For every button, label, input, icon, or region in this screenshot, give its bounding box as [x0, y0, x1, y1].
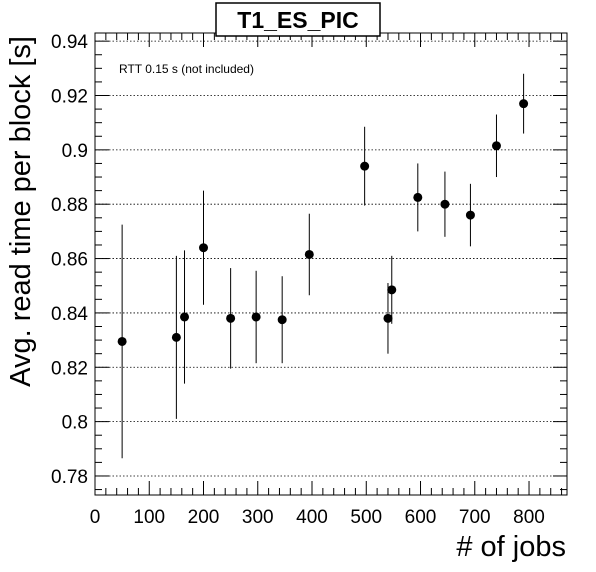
data-point — [277, 315, 287, 325]
y-tick-label: 0.86 — [51, 250, 88, 271]
y-tick-label: 0.82 — [51, 358, 88, 379]
data-point — [360, 161, 370, 171]
y-tick-label: 0.92 — [51, 87, 88, 108]
x-tick-label: 100 — [133, 507, 165, 528]
x-tick-label: 300 — [242, 507, 274, 528]
data-point — [304, 249, 314, 259]
y-axis-label: Avg. read time per block [s] — [5, 36, 37, 387]
grid-layer — [95, 40, 567, 477]
x-axis-label: # of jobs — [456, 531, 566, 563]
x-tick-label: 0 — [90, 507, 101, 528]
y-tick-label: 0.84 — [51, 304, 88, 325]
data-point — [180, 312, 190, 322]
data-point — [413, 192, 423, 202]
x-tick-label: 800 — [513, 507, 545, 528]
data-point — [383, 313, 393, 323]
data-point — [199, 243, 209, 253]
x-tick-label: 600 — [405, 507, 437, 528]
x-tick-label: 200 — [188, 507, 220, 528]
plot-frame — [94, 32, 568, 496]
y-tick-label: 0.8 — [62, 413, 88, 434]
data-point — [226, 313, 236, 323]
y-tick-label: 0.78 — [51, 467, 88, 488]
data-point — [251, 312, 261, 322]
data-layer — [117, 73, 529, 459]
data-point — [387, 285, 397, 295]
data-point — [171, 332, 181, 342]
data-point — [440, 199, 450, 209]
title-box — [215, 2, 381, 37]
annotation-text: RTT 0.15 s (not included) — [119, 62, 254, 76]
x-tick-label: 700 — [459, 507, 491, 528]
data-point — [519, 99, 529, 109]
chart-title: T1_ES_PIC — [237, 7, 358, 33]
data-point — [491, 141, 501, 151]
data-point — [465, 210, 475, 220]
x-tick-label: 500 — [350, 507, 382, 528]
y-tick-label: 0.94 — [51, 32, 88, 53]
tick-layer: 0.78 0.8 0.82 0.84 0.86 0.88 0.9 0.92 0.94 0 100 20… — [51, 32, 567, 528]
y-tick-label: 0.88 — [51, 195, 88, 216]
x-tick-label: 400 — [296, 507, 328, 528]
y-tick-label: 0.9 — [62, 141, 88, 162]
data-point — [117, 336, 127, 346]
